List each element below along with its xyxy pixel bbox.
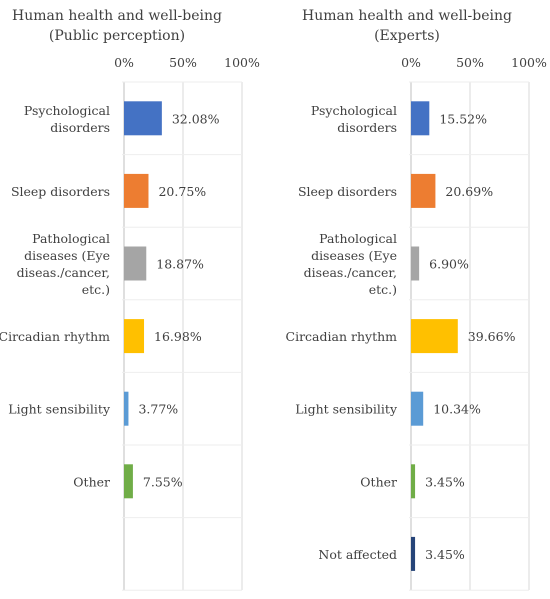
data-label: 16.98%	[154, 329, 202, 344]
bar	[411, 246, 420, 281]
bar	[411, 536, 416, 571]
category-label-line: Circadian rhythm	[286, 329, 398, 344]
bar	[124, 391, 129, 426]
category-label-line: diseas./cancer,	[304, 265, 397, 280]
category-label: Other	[360, 474, 397, 489]
bar	[411, 391, 424, 426]
category-label: Not affected	[318, 547, 397, 562]
bar	[124, 101, 162, 136]
category-label-line: disorders	[50, 120, 110, 135]
data-label: 3.77%	[138, 402, 178, 417]
data-label: 6.90%	[429, 257, 469, 272]
category-label: Sleep disorders	[298, 184, 397, 199]
data-label: 3.45%	[425, 547, 465, 562]
category-label-line: Pathological	[319, 231, 397, 246]
bar	[124, 319, 145, 354]
category-label: Light sensibility	[295, 402, 398, 417]
bar	[411, 464, 416, 499]
category-label-line: etc.)	[82, 282, 110, 297]
chart-subtitle: (Experts)	[374, 28, 440, 44]
x-tick-label: 50%	[456, 55, 484, 70]
chart-panel-2: Human health and well-being (Experts) 0% 50…	[286, 8, 547, 591]
chart-subtitle: (Public perception)	[49, 28, 185, 44]
chart-panel-1: Human health and well-being (Public perce…	[0, 8, 260, 591]
category-label-line: diseases (Eye	[311, 248, 397, 263]
data-label: 3.45%	[425, 474, 465, 489]
bar	[411, 101, 430, 136]
data-label: 18.87%	[156, 257, 204, 272]
chart-title: Human health and well-being	[12, 8, 222, 24]
category-label: Sleep disorders	[11, 184, 110, 199]
data-label: 10.34%	[433, 402, 481, 417]
data-label: 7.55%	[143, 474, 183, 489]
data-label: 15.52%	[439, 111, 487, 126]
category-label: Pathological diseases (Eye diseas./cancer,…	[17, 231, 110, 297]
data-label: 20.69%	[445, 184, 493, 199]
category-label-line: Not affected	[318, 547, 397, 562]
category-label-line: Sleep disorders	[298, 184, 397, 199]
category-label-line: Psychological	[311, 103, 397, 118]
bar	[124, 173, 149, 208]
category-label-line: Other	[73, 474, 110, 489]
category-label-line: disorders	[337, 120, 397, 135]
category-label: Pathological diseases (Eye diseas./cancer,…	[304, 231, 397, 297]
x-tick-label: 50%	[169, 55, 197, 70]
chart-title: Human health and well-being	[302, 8, 512, 24]
category-label-line: Other	[360, 474, 397, 489]
category-label: Circadian rhythm	[286, 329, 398, 344]
category-label: Other	[73, 474, 110, 489]
category-label-line: Light sensibility	[295, 402, 398, 417]
bar	[411, 173, 436, 208]
category-label-line: diseases (Eye	[24, 248, 110, 263]
category-label-line: Psychological	[24, 103, 110, 118]
category-label-line: Circadian rhythm	[0, 329, 110, 344]
bar	[411, 319, 458, 354]
bar	[124, 464, 133, 499]
bar	[124, 246, 147, 281]
x-tick-label: 0%	[114, 55, 134, 70]
category-label: Circadian rhythm	[0, 329, 110, 344]
category-label-line: Light sensibility	[8, 402, 111, 417]
category-label: Psychological disorders	[311, 103, 397, 135]
data-label: 39.66%	[468, 329, 516, 344]
x-tick-label: 100%	[511, 55, 547, 70]
category-label-line: Pathological	[32, 231, 110, 246]
data-label: 20.75%	[158, 184, 206, 199]
x-tick-label: 100%	[224, 55, 260, 70]
category-label-line: diseas./cancer,	[17, 265, 110, 280]
x-tick-label: 0%	[401, 55, 421, 70]
category-label: Psychological disorders	[24, 103, 110, 135]
category-label: Light sensibility	[8, 402, 111, 417]
category-label-line: etc.)	[369, 282, 397, 297]
category-label-line: Sleep disorders	[11, 184, 110, 199]
data-label: 32.08%	[172, 111, 220, 126]
